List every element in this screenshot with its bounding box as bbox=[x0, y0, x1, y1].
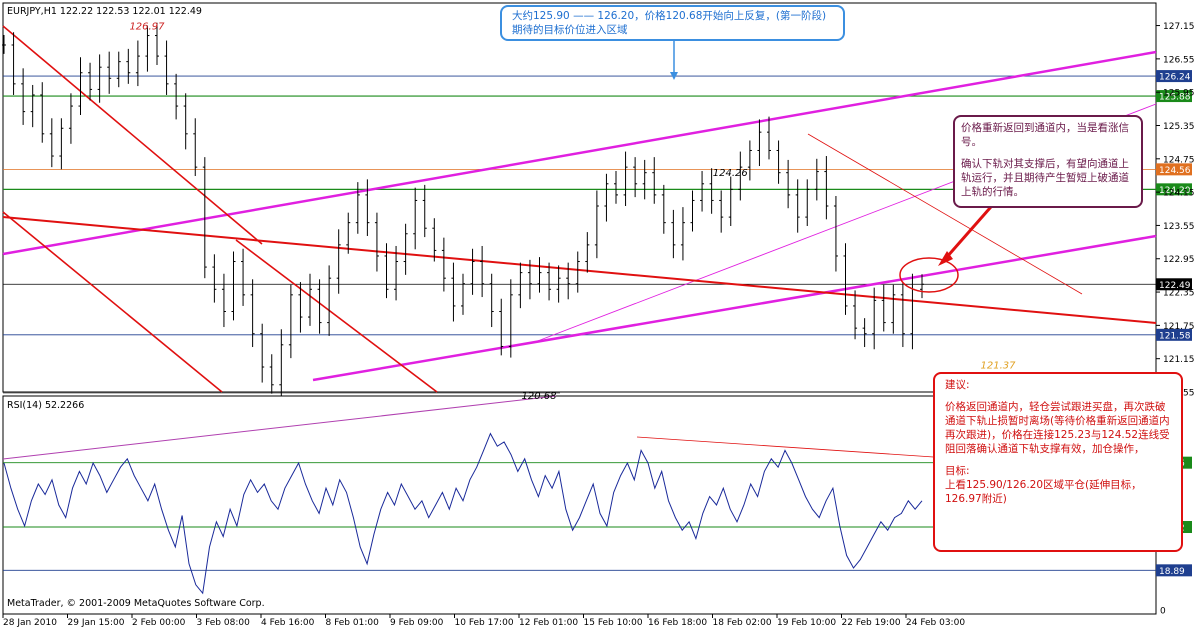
note-right: 价格重新返回到通道内，当是看涨信号。 确认下轨对其支撑后，有望向通道上轨运行，并… bbox=[953, 115, 1143, 208]
note-top-text: 大约125.90 —— 126.20，价格120.68开始向上反复，(第一阶段)… bbox=[512, 10, 827, 36]
price-tick-label: 126.55 bbox=[1163, 55, 1194, 65]
price-annotation: 126.97 bbox=[129, 22, 165, 33]
time-tick-label: 18 Feb 02:00 bbox=[713, 618, 772, 628]
price-level-label: 126.24 bbox=[1159, 73, 1191, 83]
price-tick-label: 125.35 bbox=[1163, 122, 1194, 132]
copyright-text: MetaTrader, © 2001-2009 MetaQuotes Softw… bbox=[7, 598, 265, 609]
highlight-ellipse bbox=[899, 257, 959, 293]
note-bottom-text-3: 上看125.90/126.20区域平仓(延伸目标，126.97附近) bbox=[945, 479, 1142, 505]
rsi-tick-label: 0 bbox=[1160, 607, 1166, 617]
note-bottom-text-2: 目标: bbox=[945, 465, 970, 477]
rsi-level-label: 18.89 bbox=[1159, 567, 1185, 577]
price-level-tag bbox=[1156, 278, 1192, 291]
price-tick-label: 122.35 bbox=[1163, 289, 1194, 299]
time-tick-label: 15 Feb 10:00 bbox=[584, 618, 643, 628]
symbol-header: EURJPY,H1 122.22 122.53 122.01 122.49 bbox=[7, 6, 202, 17]
time-tick-label: 28 Jan 2010 bbox=[3, 618, 57, 628]
price-level-tag bbox=[1156, 90, 1192, 103]
price-tick-label: 122.95 bbox=[1163, 255, 1194, 265]
price-level-tag bbox=[1156, 70, 1192, 83]
time-tick-label: 22 Feb 19:00 bbox=[842, 618, 901, 628]
rsi-level-tag bbox=[1156, 564, 1192, 577]
price-tick-label: 124.15 bbox=[1163, 189, 1194, 199]
target-arrowhead bbox=[670, 72, 678, 80]
price-level-tag bbox=[1156, 163, 1192, 176]
trend-line bbox=[2, 216, 1157, 324]
time-tick-label: 4 Feb 16:00 bbox=[261, 618, 315, 628]
trend-line bbox=[807, 133, 1083, 295]
time-tick-label: 9 Feb 09:00 bbox=[390, 618, 444, 628]
time-tick-label: 24 Feb 03:00 bbox=[906, 618, 965, 628]
price-tick-label: 121.15 bbox=[1163, 355, 1194, 365]
rsi-trend-line bbox=[2, 395, 557, 460]
price-tick-label: 121.75 bbox=[1163, 322, 1194, 332]
trend-line bbox=[2, 211, 223, 393]
note-right-text-2: 确认下轨对其支撑后，有望向通道上轨运行，并且期待产生暂短上破通道上轨的行情。 bbox=[961, 158, 1129, 198]
price-level-label: 125.88 bbox=[1159, 93, 1191, 103]
price-level-label: 124.56 bbox=[1159, 166, 1191, 176]
price-annotation: 124.26 bbox=[713, 168, 748, 179]
rsi-title: RSI(14) 52.2266 bbox=[7, 400, 84, 411]
trend-line bbox=[2, 50, 1157, 256]
callout-arrow bbox=[944, 199, 999, 259]
price-level-tag bbox=[1156, 328, 1192, 341]
note-bottom-text-1: 价格返回通道内，轻仓尝试跟进买盘，再次跌破通道下轨止损暂时离场(等待价格重新返回… bbox=[945, 401, 1170, 455]
trend-line bbox=[235, 239, 438, 393]
price-annotation: 120.68 bbox=[522, 391, 557, 402]
callout-arrowhead bbox=[938, 251, 953, 266]
price-level-label: 122.49 bbox=[1159, 281, 1191, 291]
time-tick-label: 8 Feb 01:00 bbox=[326, 618, 380, 628]
trend-line bbox=[2, 25, 263, 245]
time-tick-label: 16 Feb 18:00 bbox=[648, 618, 707, 628]
price-tick-label: 125.95 bbox=[1163, 89, 1194, 99]
time-tick-label: 3 Feb 08:00 bbox=[197, 618, 251, 628]
price-tick-label: 127.15 bbox=[1163, 22, 1194, 32]
rsi-line bbox=[3, 432, 923, 595]
price-level-label: 124.20 bbox=[1159, 186, 1191, 196]
price-tick-label: 123.55 bbox=[1163, 222, 1194, 232]
time-tick-label: 10 Feb 17:00 bbox=[455, 618, 514, 628]
note-right-text-1: 价格重新返回到通道内，当是看涨信号。 bbox=[961, 122, 1129, 148]
time-tick-label: 2 Feb 00:00 bbox=[132, 618, 186, 628]
price-tick-label: 124.75 bbox=[1163, 155, 1194, 165]
note-bottom-title: 建议: bbox=[945, 379, 970, 391]
note-bottom: 建议: 价格返回通道内，轻仓尝试跟进买盘，再次跌破通道下轨止损暂时离场(等待价格… bbox=[933, 372, 1183, 552]
time-tick-label: 29 Jan 15:00 bbox=[68, 618, 125, 628]
trend-line bbox=[312, 234, 1157, 382]
time-tick-label: 12 Feb 01:00 bbox=[519, 618, 578, 628]
time-tick-label: 19 Feb 10:00 bbox=[777, 618, 836, 628]
price-annotation: 121.37 bbox=[981, 360, 1017, 371]
price-level-tag bbox=[1156, 183, 1192, 196]
note-top: 大约125.90 —— 126.20，价格120.68开始向上反复，(第一阶段)… bbox=[500, 5, 845, 41]
price-level-label: 121.58 bbox=[1159, 331, 1191, 341]
